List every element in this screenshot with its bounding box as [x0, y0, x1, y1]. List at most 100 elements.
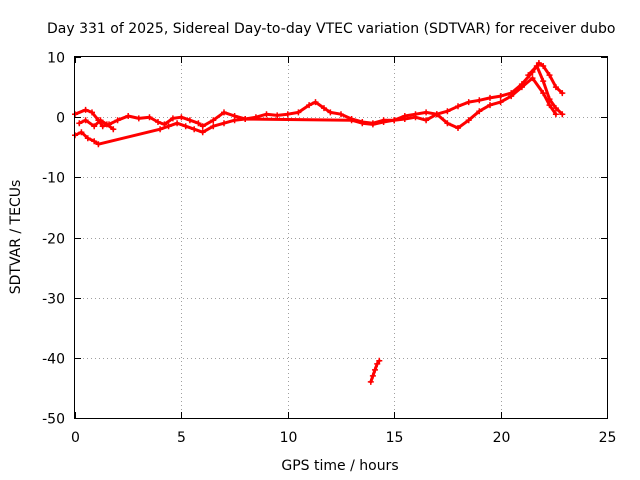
data-point — [487, 102, 493, 109]
y-tick-label: -30 — [42, 292, 65, 308]
grid — [75, 57, 607, 418]
data-point — [306, 102, 313, 109]
data-point — [165, 123, 172, 130]
data-point — [546, 102, 553, 109]
data-point — [552, 105, 559, 112]
data-point — [191, 126, 198, 133]
data-point — [103, 121, 110, 128]
data-point — [338, 111, 344, 118]
y-tick-label: -50 — [42, 412, 65, 428]
data-point — [210, 117, 217, 124]
data-point — [465, 117, 472, 124]
data-point — [146, 114, 153, 121]
series-track-e — [525, 63, 566, 118]
y-axis-title-group: SDTVAR / TECUs — [8, 180, 24, 295]
x-tick-label: 25 — [599, 430, 617, 446]
data-point — [497, 99, 504, 106]
data-point — [546, 72, 553, 79]
data-point — [157, 126, 164, 133]
data-point — [359, 120, 366, 127]
data-point — [391, 117, 398, 124]
data-point — [327, 109, 334, 116]
data-point — [552, 84, 559, 91]
data-point — [540, 63, 547, 69]
data-point — [540, 78, 547, 85]
data-point — [274, 112, 281, 119]
data-point — [497, 93, 504, 100]
data-point — [321, 105, 327, 112]
data-point — [559, 90, 566, 97]
y-tick-label: -40 — [42, 352, 65, 368]
plot-frame — [74, 56, 608, 419]
data-point — [423, 109, 430, 116]
data-point — [369, 121, 376, 128]
data-point — [82, 106, 89, 113]
data-point — [125, 113, 132, 119]
y-tick-label: 0 — [56, 111, 65, 127]
data-point — [401, 116, 408, 122]
data-point — [412, 114, 419, 121]
data-point — [221, 120, 227, 127]
data-point — [529, 75, 536, 82]
data-point — [476, 108, 483, 115]
data-point — [559, 111, 566, 118]
data-point — [380, 119, 387, 125]
data-point — [263, 111, 270, 118]
data-point — [169, 115, 176, 122]
data-point — [199, 129, 206, 136]
x-tick-label: 5 — [177, 430, 186, 446]
data-point — [487, 94, 493, 101]
data-point — [444, 108, 451, 115]
data-point — [97, 117, 104, 124]
data-point — [95, 141, 102, 148]
y-tick-label: -10 — [42, 171, 65, 187]
data-point — [84, 135, 91, 142]
data-point — [89, 109, 95, 116]
data-point — [312, 99, 319, 106]
data-point — [476, 97, 483, 104]
series-line — [73, 76, 558, 146]
data-point — [91, 138, 98, 145]
x-tick-label: 15 — [386, 430, 404, 446]
data-point — [455, 125, 461, 131]
series-track-b — [72, 75, 559, 148]
data-point — [178, 114, 185, 121]
data-point — [78, 129, 85, 136]
data-point — [186, 117, 193, 124]
data-point — [546, 96, 553, 103]
data-point — [372, 366, 378, 373]
data-point — [182, 123, 189, 130]
data-point — [367, 378, 374, 385]
data-point — [221, 109, 227, 116]
x-tick-label: 10 — [280, 430, 298, 446]
data-point — [210, 123, 217, 130]
data-point — [231, 117, 238, 124]
y-axis-title: SDTVAR / TECUs — [8, 180, 24, 295]
data-point — [155, 119, 161, 125]
series-line — [526, 64, 564, 116]
x-tick-label: 0 — [71, 430, 80, 446]
data-point — [518, 84, 525, 91]
data-point — [110, 126, 117, 133]
data-point — [369, 372, 376, 379]
data-point — [82, 117, 89, 124]
data-point — [540, 90, 547, 97]
data-point — [433, 111, 440, 118]
data-point — [423, 117, 430, 124]
data-point — [455, 103, 461, 110]
axis-ticks: 0 5 10 15 20 25 10 0 -10 -20 -30 -40 -50 — [42, 51, 616, 447]
data-point — [465, 99, 472, 106]
plot-area — [72, 60, 566, 385]
data-point — [76, 120, 83, 127]
data-point — [295, 109, 302, 116]
data-point — [114, 117, 121, 124]
y-tick-label: 10 — [47, 51, 65, 67]
data-point — [533, 63, 540, 69]
data-point — [284, 111, 291, 118]
data-point — [135, 115, 142, 122]
series-track-d — [367, 357, 383, 385]
y-tick-label: -20 — [42, 232, 65, 248]
data-point — [91, 123, 98, 130]
data-point — [508, 93, 515, 100]
